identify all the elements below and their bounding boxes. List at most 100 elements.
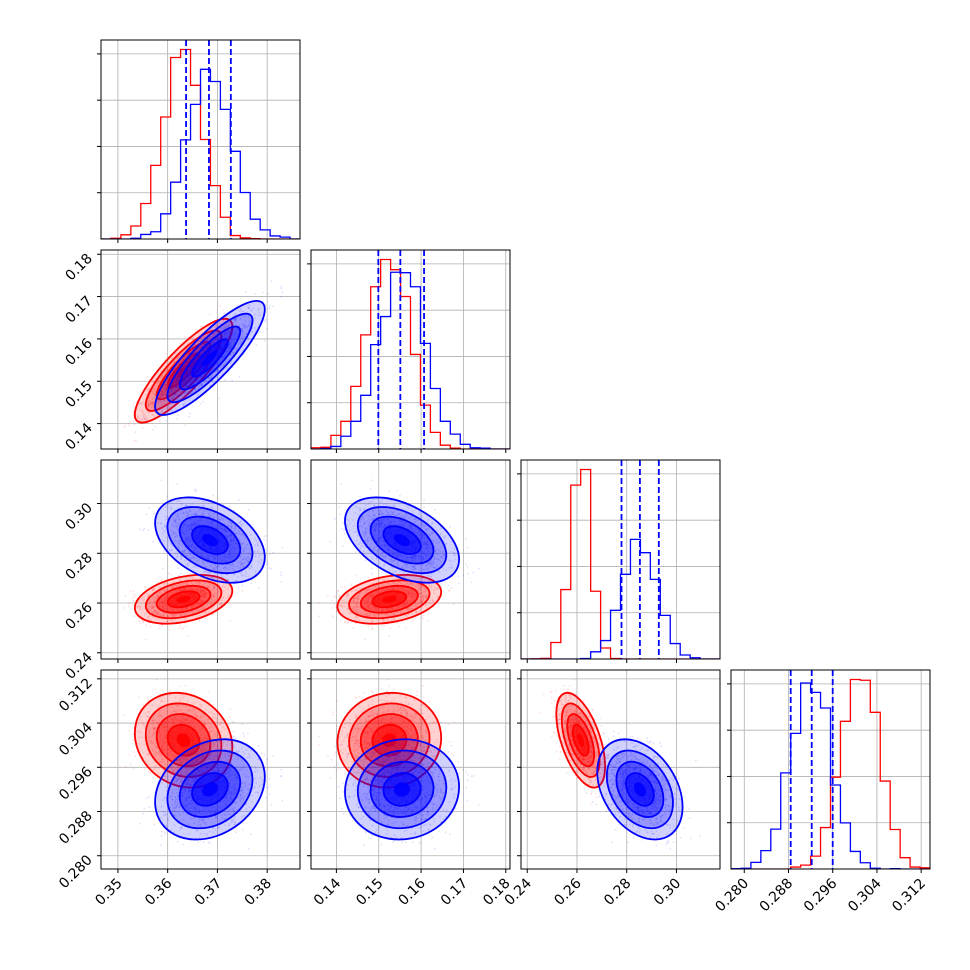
scatter-point	[265, 534, 268, 537]
scatter-point	[245, 332, 247, 335]
scatter-point	[181, 382, 184, 385]
scatter-point	[203, 592, 206, 595]
scatter-point	[171, 388, 173, 391]
scatter-point	[159, 605, 162, 608]
scatter-point	[234, 313, 237, 316]
scatter-point	[221, 336, 223, 339]
scatter-point	[156, 594, 159, 597]
scatter-point	[223, 332, 226, 335]
scatter-point	[221, 584, 224, 587]
y-tick-label: 0.17	[62, 293, 95, 326]
scatter-point	[221, 337, 224, 340]
scatter-point	[163, 582, 166, 585]
scatter-point	[148, 507, 151, 510]
scatter-point	[218, 362, 221, 364]
scatter-point	[174, 353, 177, 356]
scatter-point	[152, 414, 155, 417]
scatter-point	[186, 581, 189, 584]
scatter-point	[153, 600, 156, 602]
scatter-point	[183, 355, 186, 358]
scatter-point	[230, 346, 232, 349]
scatter-point	[145, 513, 148, 516]
scatter-point	[146, 602, 149, 605]
scatter-point	[198, 620, 201, 622]
scatter-point	[241, 330, 244, 333]
scatter-point	[188, 373, 190, 375]
scatter-point	[229, 620, 232, 622]
scatter-point	[223, 325, 226, 328]
scatter-point	[216, 617, 219, 620]
scatter-point	[164, 383, 167, 386]
scatter-point	[155, 382, 158, 385]
scatter-point	[197, 356, 200, 359]
scatter-point	[138, 403, 141, 405]
scatter-point	[132, 420, 135, 423]
scatter-point	[194, 378, 197, 381]
scatter-point	[187, 371, 190, 373]
scatter-point	[191, 362, 194, 364]
scatter-point	[256, 313, 259, 316]
scatter-point	[184, 382, 187, 385]
scatter-point	[179, 342, 182, 345]
scatter-point	[163, 387, 166, 389]
scatter-point	[175, 376, 178, 379]
scatter-point	[225, 333, 228, 335]
scatter-point	[165, 385, 167, 388]
scatter-point	[229, 332, 232, 335]
scatter-point	[152, 605, 155, 608]
scatter-point	[178, 391, 181, 393]
scatter-point	[191, 347, 194, 350]
scatter-point	[204, 595, 207, 598]
scatter-point	[186, 370, 188, 373]
scatter-point	[184, 375, 187, 378]
scatter-point	[177, 613, 180, 616]
scatter-point	[164, 383, 167, 386]
scatter-point	[187, 374, 190, 377]
scatter-point	[182, 358, 185, 361]
scatter-point	[182, 403, 185, 406]
scatter-point	[196, 393, 198, 396]
scatter-point	[185, 384, 188, 387]
scatter-point	[172, 610, 175, 612]
scatter-point	[191, 384, 193, 387]
scatter-point	[236, 328, 238, 331]
scatter-point	[217, 362, 220, 365]
scatter-point	[159, 393, 162, 395]
scatter-point	[182, 627, 184, 630]
scatter-point	[234, 319, 236, 321]
scatter-point	[160, 390, 163, 392]
scatter-point	[160, 600, 163, 603]
scatter-point	[139, 608, 142, 611]
scatter-point	[183, 357, 186, 359]
scatter-point	[154, 609, 156, 611]
scatter-point	[202, 343, 205, 346]
scatter-point	[229, 346, 232, 349]
scatter-point	[183, 386, 186, 389]
scatter-point	[216, 338, 219, 341]
scatter-point	[280, 285, 282, 288]
scatter-point	[200, 600, 203, 603]
scatter-point	[213, 587, 216, 590]
scatter-point	[161, 403, 164, 406]
scatter-point	[246, 325, 249, 328]
scatter-point	[179, 589, 182, 592]
scatter-point	[153, 393, 156, 396]
scatter-point	[207, 346, 210, 349]
scatter-point	[206, 339, 209, 342]
scatter-point	[221, 328, 224, 331]
scatter-point	[230, 346, 233, 349]
scatter-point	[166, 495, 168, 498]
scatter-point	[213, 593, 216, 596]
scatter-point	[203, 606, 205, 609]
scatter-point	[173, 399, 176, 401]
scatter-point	[170, 389, 173, 391]
scatter-point	[197, 581, 200, 584]
scatter-point	[194, 329, 197, 332]
scatter-point	[215, 363, 218, 366]
scatter-point	[169, 614, 172, 617]
y-tick-label: 0.18	[62, 251, 95, 284]
scatter-point	[141, 419, 143, 422]
scatter-point	[199, 403, 202, 405]
scatter-point	[157, 604, 160, 607]
scatter-point	[207, 593, 210, 595]
